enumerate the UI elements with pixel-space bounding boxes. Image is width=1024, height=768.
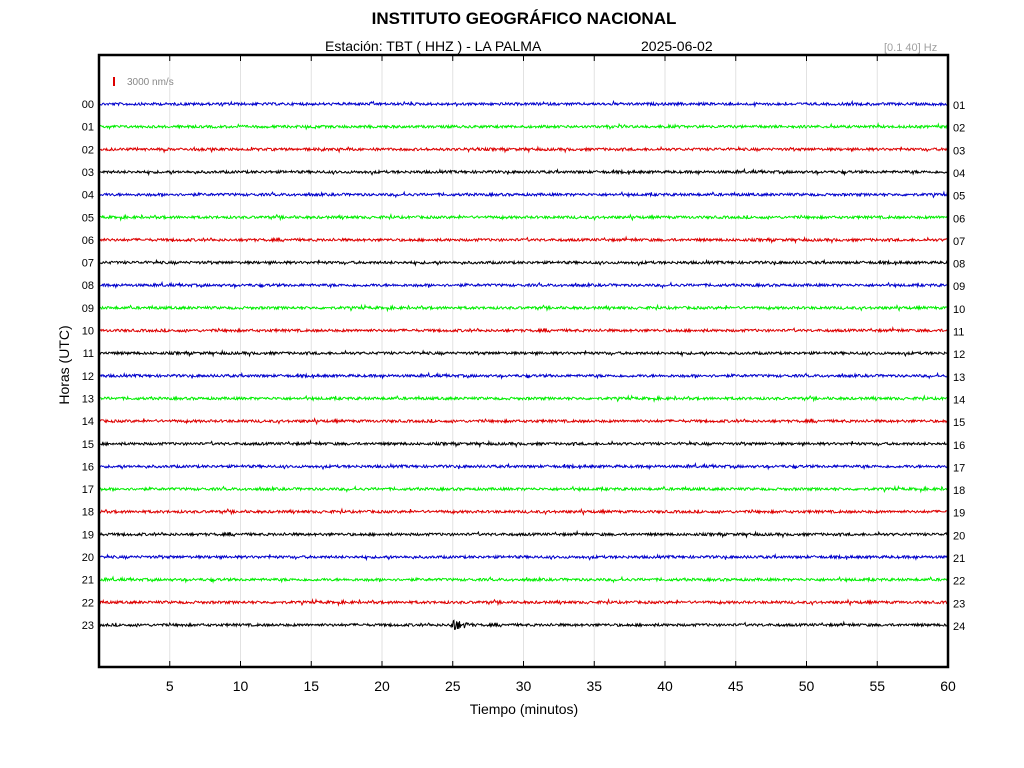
hour-label-right: 21 <box>953 553 965 565</box>
x-tick-label: 45 <box>728 678 744 694</box>
hour-label-left: 09 <box>82 303 94 315</box>
hour-label-left: 20 <box>82 552 94 564</box>
hour-label-left: 22 <box>82 597 94 609</box>
station-label: Estación: TBT ( HHZ ) - LA PALMA <box>325 38 542 54</box>
trace-hour-14 <box>98 417 948 426</box>
hour-label-right: 07 <box>953 236 965 248</box>
hour-label-left: 17 <box>82 484 94 496</box>
trace-hour-19 <box>98 529 948 539</box>
x-tick-label: 55 <box>869 678 885 694</box>
hour-label-right: 19 <box>953 508 965 520</box>
hour-label-left: 16 <box>82 461 94 473</box>
hour-label-right: 08 <box>953 259 965 271</box>
trace-hour-17 <box>98 484 948 494</box>
hour-label-right: 09 <box>953 281 965 293</box>
trace-hour-04 <box>98 190 948 199</box>
trace-hour-06 <box>98 235 948 245</box>
hour-label-right: 24 <box>953 621 965 633</box>
hour-label-left: 00 <box>82 99 94 111</box>
trace-hour-13 <box>98 394 948 403</box>
hour-label-left: 13 <box>82 393 94 405</box>
hour-label-left: 10 <box>82 326 94 338</box>
hour-label-left: 08 <box>82 280 94 292</box>
date-label: 2025-06-02 <box>641 38 713 54</box>
x-tick-label: 25 <box>445 678 461 694</box>
x-tick-label: 50 <box>799 678 815 694</box>
hour-label-right: 11 <box>953 327 964 339</box>
trace-hour-16 <box>98 462 948 471</box>
hour-label-right: 03 <box>953 145 965 157</box>
x-tick-label: 60 <box>940 678 956 694</box>
hour-label-right: 22 <box>953 576 965 588</box>
y-axis-label: Horas (UTC) <box>56 325 72 404</box>
hour-label-left: 19 <box>82 529 94 541</box>
hour-label-right: 17 <box>953 462 965 474</box>
x-tick-label: 20 <box>374 678 390 694</box>
hour-label-right: 06 <box>953 213 965 225</box>
x-axis-label: Tiempo (minutos) <box>470 701 578 717</box>
trace-hour-09 <box>98 303 948 313</box>
trace-hour-10 <box>98 326 948 334</box>
hour-label-right: 16 <box>953 440 965 452</box>
hour-label-left: 21 <box>82 575 94 587</box>
x-tick-label: 35 <box>586 678 602 694</box>
hour-label-left: 23 <box>82 620 94 632</box>
trace-hour-20 <box>98 553 948 562</box>
hour-label-left: 12 <box>82 371 94 383</box>
page-title: INSTITUTO GEOGRÁFICO NACIONAL <box>371 9 677 28</box>
x-tick-label: 30 <box>516 678 532 694</box>
hour-label-left: 06 <box>82 235 94 247</box>
trace-hour-01 <box>98 122 948 131</box>
hour-label-left: 15 <box>82 439 94 451</box>
hour-label-right: 01 <box>953 100 965 112</box>
hour-label-left: 02 <box>82 144 94 156</box>
trace-hour-02 <box>98 145 948 154</box>
filter-band-label: [0.1 40] Hz <box>884 42 938 54</box>
trace-hour-12 <box>98 371 948 380</box>
hour-label-right: 18 <box>953 485 965 497</box>
hour-label-right: 15 <box>953 417 965 429</box>
trace-hour-08 <box>98 280 948 290</box>
hour-label-right: 05 <box>953 191 965 203</box>
trace-hour-05 <box>98 213 948 222</box>
hour-label-right: 13 <box>953 372 965 384</box>
trace-hour-00 <box>98 99 948 108</box>
hour-label-right: 23 <box>953 598 965 610</box>
hour-label-left: 11 <box>83 348 94 360</box>
hour-label-left: 03 <box>82 167 94 179</box>
hour-label-left: 18 <box>82 507 94 519</box>
x-tick-label: 10 <box>233 678 249 694</box>
trace-hour-03 <box>98 167 948 177</box>
x-tick-label: 5 <box>166 678 174 694</box>
hour-label-left: 04 <box>82 190 94 202</box>
trace-hour-11 <box>98 349 948 358</box>
hour-label-right: 04 <box>953 168 965 180</box>
trace-hour-18 <box>98 507 948 516</box>
hour-label-right: 12 <box>953 349 965 361</box>
trace-hour-07 <box>98 258 948 267</box>
x-tick-label: 15 <box>303 678 319 694</box>
hour-label-left: 05 <box>82 212 94 224</box>
hour-label-left: 07 <box>82 258 94 270</box>
hour-label-right: 20 <box>953 530 965 542</box>
scale-label: 3000 nm/s <box>127 77 174 88</box>
hour-label-right: 14 <box>953 394 965 406</box>
hour-label-right: 10 <box>953 304 965 316</box>
hour-label-right: 02 <box>953 123 965 135</box>
trace-hour-21 <box>98 575 948 584</box>
hour-label-left: 01 <box>82 122 94 134</box>
trace-hour-23 <box>98 619 948 630</box>
trace-hour-15 <box>98 439 948 449</box>
trace-hour-22 <box>98 597 948 607</box>
hour-label-left: 14 <box>82 416 94 428</box>
x-tick-label: 40 <box>657 678 673 694</box>
